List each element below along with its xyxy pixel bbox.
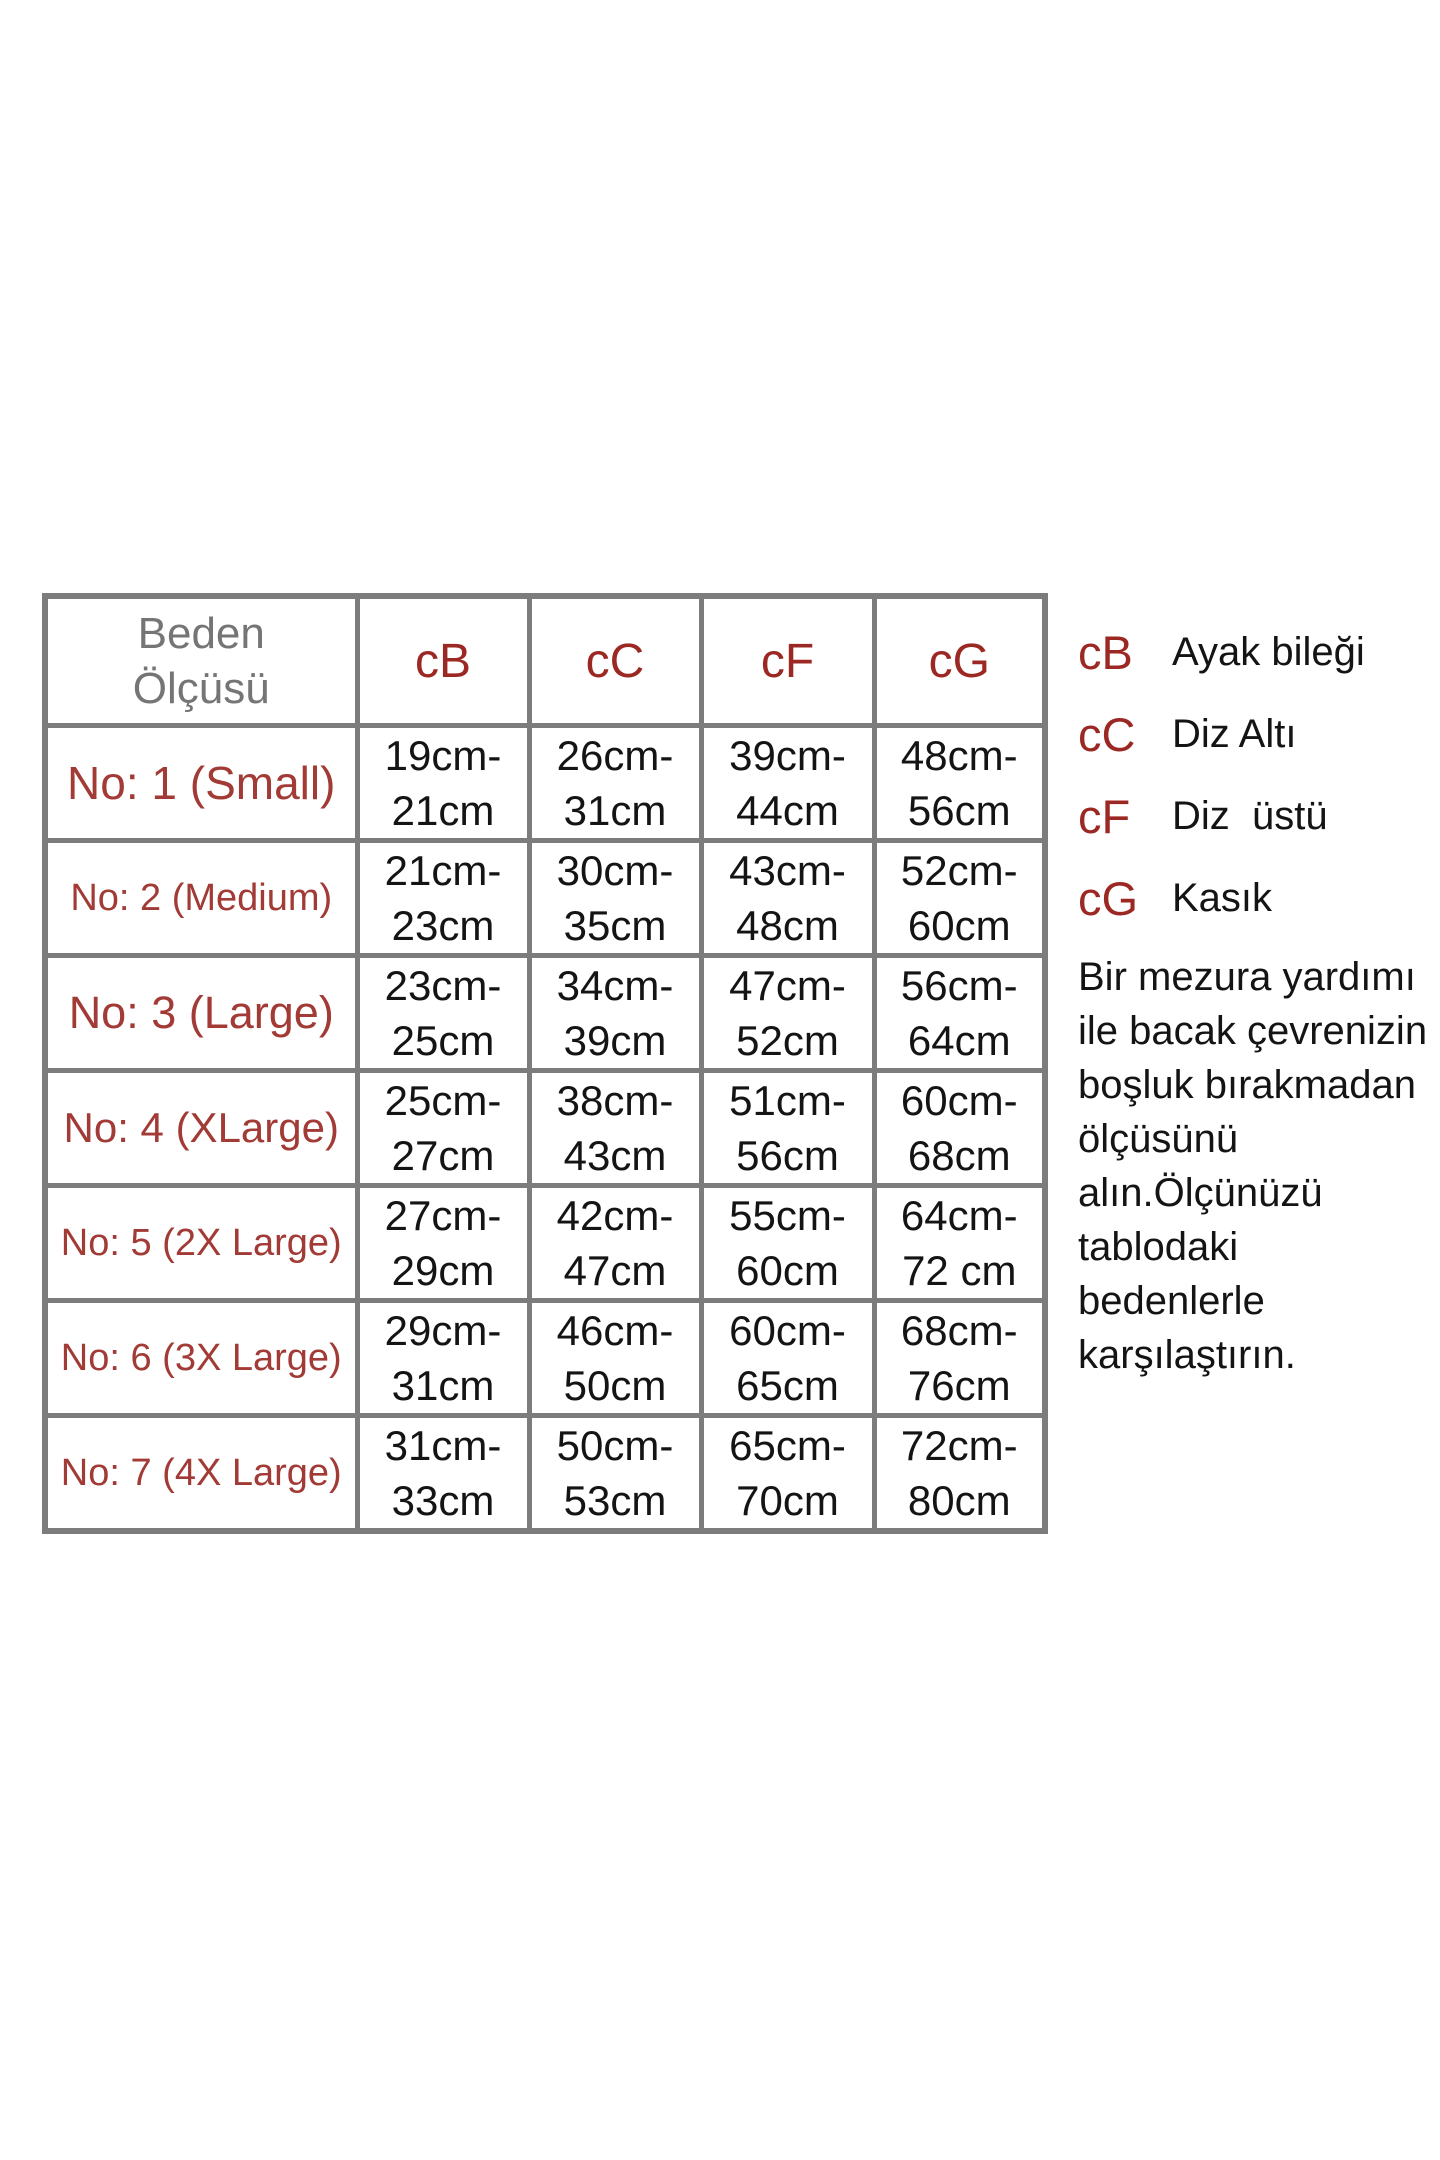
measurement-instructions: Bir mezura yardımı ile bacak çevrenizin … <box>1078 955 1428 1377</box>
legend-code-cc: cC <box>1078 707 1136 761</box>
cb-value: 23cm- 25cm <box>354 953 532 1073</box>
column-header-cb: cB <box>354 593 532 728</box>
table-row: No: 1 (Small) 19cm- 21cm 26cm- 31cm 39cm… <box>42 723 1048 843</box>
legend-name-cb: Ayak bileği <box>1172 629 1365 674</box>
cg-value: 52cm- 60cm <box>871 838 1048 958</box>
cb-value: 19cm- 21cm <box>354 723 532 843</box>
measurement-legend-panel: cB Ayak bileği cC Diz Altı cF Diz üstü c… <box>1078 622 1434 1382</box>
cb-value: 29cm- 31cm <box>354 1298 532 1418</box>
cg-value: 56cm- 64cm <box>871 953 1048 1073</box>
cg-value: 64cm- 72 cm <box>871 1183 1048 1303</box>
size-label: No: 2 (Medium) <box>42 838 360 958</box>
table-row: No: 5 (2X Large) 27cm- 29cm 42cm- 47cm 5… <box>42 1183 1048 1303</box>
cc-value: 42cm- 47cm <box>526 1183 704 1303</box>
table-row: No: 2 (Medium) 21cm- 23cm 30cm- 35cm 43c… <box>42 838 1048 958</box>
cg-value: 48cm- 56cm <box>871 723 1048 843</box>
legend-item-cc: cC Diz Altı <box>1078 704 1434 764</box>
cf-value: 65cm- 70cm <box>698 1413 877 1534</box>
table-header-row: Beden Ölçüsü cB cC cF cG <box>42 593 1048 728</box>
cf-value: 60cm- 65cm <box>698 1298 877 1418</box>
cf-value: 43cm- 48cm <box>698 838 877 958</box>
cf-value: 51cm- 56cm <box>698 1068 877 1188</box>
size-label: No: 5 (2X Large) <box>42 1183 360 1303</box>
cb-value: 21cm- 23cm <box>354 838 532 958</box>
cc-value: 26cm- 31cm <box>526 723 704 843</box>
legend-code-cf: cF <box>1078 789 1131 843</box>
legend-code-cb: cB <box>1078 625 1133 679</box>
cc-value: 34cm- 39cm <box>526 953 704 1073</box>
legend-name-cc: Diz Altı <box>1172 711 1297 756</box>
size-label: No: 7 (4X Large) <box>42 1413 360 1534</box>
size-label: No: 1 (Small) <box>42 723 360 843</box>
legend-name-cf: Diz üstü <box>1172 793 1328 838</box>
cb-value: 25cm- 27cm <box>354 1068 532 1188</box>
table-row: No: 6 (3X Large) 29cm- 31cm 46cm- 50cm 6… <box>42 1298 1048 1418</box>
legend-item-cg: cG Kasık <box>1078 868 1434 928</box>
column-header-cg: cG <box>871 593 1048 728</box>
legend-code-cg: cG <box>1078 871 1139 925</box>
cf-value: 47cm- 52cm <box>698 953 877 1073</box>
cc-value: 38cm- 43cm <box>526 1068 704 1188</box>
size-label: No: 3 (Large) <box>42 953 360 1073</box>
cc-value: 50cm- 53cm <box>526 1413 704 1534</box>
legend-item-cb: cB Ayak bileği <box>1078 622 1434 682</box>
cf-value: 55cm- 60cm <box>698 1183 877 1303</box>
table-row: No: 7 (4X Large) 31cm- 33cm 50cm- 53cm 6… <box>42 1413 1048 1534</box>
cb-value: 31cm- 33cm <box>354 1413 532 1534</box>
size-label: No: 6 (3X Large) <box>42 1298 360 1418</box>
table-row: No: 4 (XLarge) 25cm- 27cm 38cm- 43cm 51c… <box>42 1068 1048 1188</box>
cf-value: 39cm- 44cm <box>698 723 877 843</box>
size-chart-table: Beden Ölçüsü cB cC cF cG No: 1 (Small) 1… <box>42 593 1048 1534</box>
column-header-cc: cC <box>526 593 704 728</box>
column-header-cf: cF <box>698 593 877 728</box>
cc-value: 46cm- 50cm <box>526 1298 704 1418</box>
table-corner-header: Beden Ölçüsü <box>42 593 360 728</box>
cg-value: 60cm- 68cm <box>871 1068 1048 1188</box>
cb-value: 27cm- 29cm <box>354 1183 532 1303</box>
legend-name-cg: Kasık <box>1172 875 1273 920</box>
cc-value: 30cm- 35cm <box>526 838 704 958</box>
table-row: No: 3 (Large) 23cm- 25cm 34cm- 39cm 47cm… <box>42 953 1048 1073</box>
cg-value: 68cm- 76cm <box>871 1298 1048 1418</box>
cg-value: 72cm- 80cm <box>871 1413 1048 1534</box>
legend-item-cf: cF Diz üstü <box>1078 786 1434 846</box>
size-label: No: 4 (XLarge) <box>42 1068 360 1188</box>
